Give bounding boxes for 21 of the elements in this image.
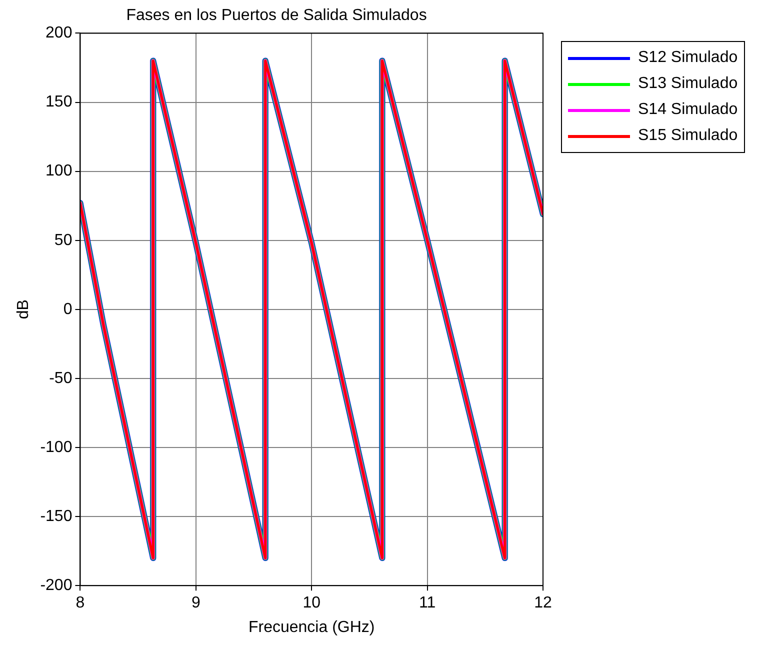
y-tick-label: 200: [46, 24, 72, 42]
x-tick-label: 12: [534, 594, 552, 612]
x-tick-label: 8: [76, 594, 85, 612]
x-tick-label: 9: [191, 594, 200, 612]
x-tick-label: 10: [302, 594, 321, 612]
y-tick-label: 50: [54, 232, 72, 249]
y-tick-label: 100: [46, 162, 72, 180]
x-axis-title: Frecuencia (GHz): [248, 618, 375, 636]
legend-label: S12 Simulado: [637, 48, 738, 68]
y-axis-title: dB: [15, 300, 32, 320]
y-tick-label: 150: [46, 94, 72, 111]
y-tick-label: -200: [40, 577, 72, 594]
chart-title: Fases en los Puertos de Salida Simulados: [126, 7, 427, 24]
legend-label: S14 Simulado: [637, 100, 738, 120]
legend-label: S15 Simulado: [637, 126, 738, 146]
x-tick-label: 11: [419, 594, 436, 612]
y-tick-label: -150: [40, 508, 72, 525]
y-tick-label: -100: [40, 438, 72, 456]
legend-label: S13 Simulado: [637, 74, 738, 94]
y-tick-label: -50: [49, 370, 72, 387]
y-tick-label: 0: [63, 300, 72, 318]
